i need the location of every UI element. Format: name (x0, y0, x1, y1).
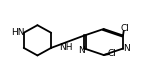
Text: Cl: Cl (107, 49, 116, 58)
Text: Cl: Cl (120, 24, 129, 33)
Text: N: N (123, 44, 130, 53)
Text: N: N (78, 46, 85, 55)
Text: HN: HN (11, 28, 25, 37)
Text: NH: NH (60, 43, 73, 52)
